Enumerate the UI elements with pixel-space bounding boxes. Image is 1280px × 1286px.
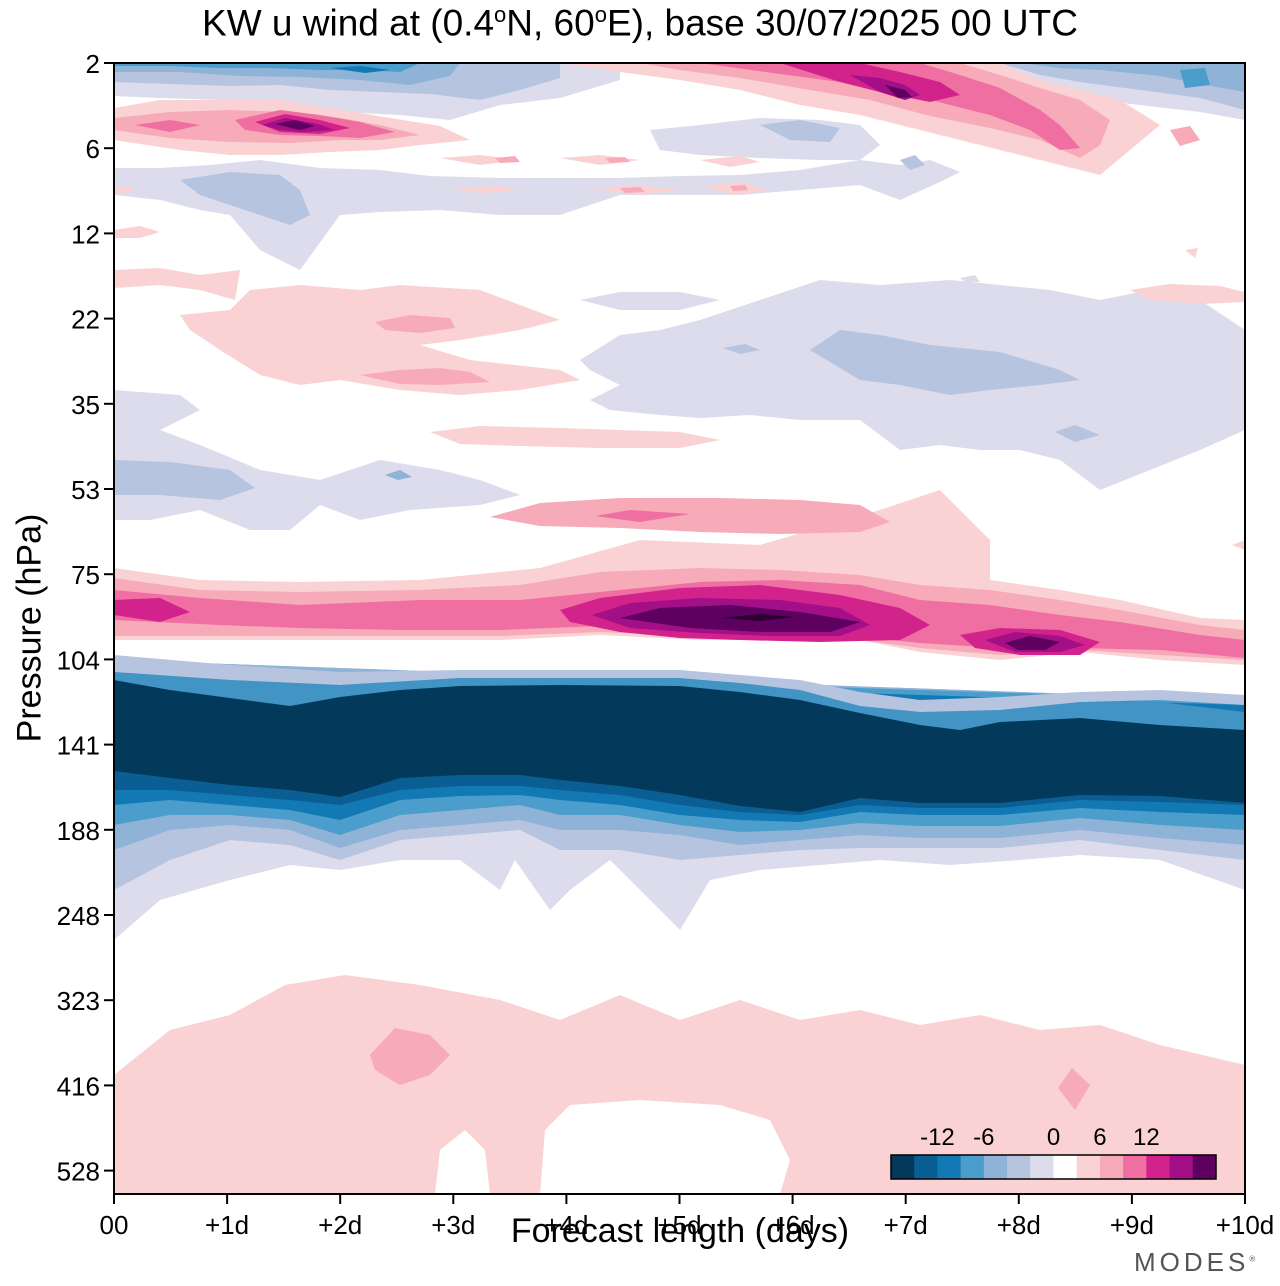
colorbar-swatch — [1192, 1155, 1217, 1179]
colorbar-swatch — [1030, 1155, 1054, 1179]
x-tick-label: 00 — [100, 1210, 129, 1240]
x-axis: 00 +1d +2d +3d +4d +5d +6d +7d +8d +9d +10d — [100, 1194, 1275, 1240]
contour-upper-east-d — [760, 120, 925, 170]
y-tick-label: 75 — [71, 560, 100, 590]
contour-mid-west-f — [1185, 248, 1198, 258]
x-tick-label: +7d — [884, 1210, 928, 1240]
colorbar: -12 -6 0 6 12 — [890, 1124, 1217, 1180]
colorbar-swatch — [1007, 1155, 1031, 1179]
x-axis-label: Forecast length (days) — [510, 1212, 850, 1250]
y-tick-label: 6 — [86, 134, 100, 164]
y-axis-label: Pressure (hPa) — [10, 513, 49, 743]
colorbar-swatch — [1123, 1155, 1147, 1179]
y-axis: 2 6 12 22 35 53 75 104 141 188 248 323 416 528 — [57, 49, 114, 1187]
colorbar-swatch — [1146, 1155, 1171, 1179]
contour-mid-east-e — [580, 275, 980, 310]
x-tick-label: +9d — [1110, 1210, 1154, 1240]
contour-lower-white-pocket-2 — [435, 1130, 490, 1194]
colorbar-label: 0 — [1047, 1124, 1060, 1151]
contour-mid-west-d — [1130, 284, 1245, 304]
colorbar-swatch — [1053, 1155, 1078, 1179]
contour-east-edge-2 — [114, 655, 1245, 712]
colorbar-label: 12 — [1133, 1124, 1160, 1151]
contour-east-core — [114, 680, 1245, 812]
contour-upper-jet-2 — [135, 63, 1080, 150]
y-tick-label: 104 — [57, 645, 100, 675]
contour-lower-pink-core-2 — [1058, 1068, 1090, 1110]
contour-mid-east-f — [810, 330, 1080, 395]
colorbar-label: -12 — [920, 1124, 955, 1151]
contour-field — [114, 63, 1245, 1194]
x-tick-label: +1d — [205, 1210, 249, 1240]
colorbar-swatch — [960, 1155, 985, 1179]
contour-mid-west-c — [430, 426, 720, 448]
x-tick-label: +4d — [544, 1210, 588, 1240]
y-tick-label: 2 — [86, 49, 100, 79]
contour-jet-max — [720, 614, 795, 621]
chart-title: KW u wind at (0.4oN, 60oE), base 30/07/2… — [202, 2, 1078, 44]
y-tick-label: 53 — [71, 475, 100, 505]
colorbar-label: 6 — [1093, 1124, 1106, 1151]
contour-jet-core — [620, 605, 1060, 650]
contour-mid-east-h — [723, 344, 760, 354]
colorbar-swatch — [1169, 1155, 1194, 1179]
contour-jet-upper-pink — [490, 498, 890, 534]
colorbar-label: -6 — [973, 1124, 994, 1151]
contour-jet-upper-core — [595, 510, 690, 522]
x-tick-label: +8d — [997, 1210, 1041, 1240]
contour-mid-east-c — [385, 470, 412, 480]
contour-pink-blip — [1232, 540, 1245, 550]
contour-east-edge-1 — [114, 672, 1245, 730]
colorbar-border — [890, 1154, 1217, 1180]
colorbar-swatch — [891, 1155, 915, 1179]
contour-lower-white-pocket — [540, 1100, 790, 1194]
x-tick-label: +2d — [318, 1210, 362, 1240]
modes-logo: MODES® — [1134, 1247, 1256, 1277]
colorbar-swatch — [1076, 1155, 1101, 1179]
contour-mid-east-g — [1055, 425, 1100, 442]
contour-mid-west-e — [360, 315, 490, 385]
y-tick-label: 323 — [57, 986, 100, 1016]
contour-mid-west-a — [180, 285, 580, 395]
x-tick-label: +5d — [657, 1210, 701, 1240]
y-tick-label: 248 — [57, 901, 100, 931]
contour-mid-east-b — [114, 460, 255, 500]
contour-upper-west-d — [114, 63, 1210, 88]
x-tick-label: +10d — [1216, 1210, 1275, 1240]
colorbar-swatch — [914, 1155, 938, 1179]
contour-upper-west-e — [330, 66, 390, 73]
y-tick-label: 528 — [57, 1157, 100, 1187]
colorbar-swatch — [937, 1155, 962, 1179]
y-tick-label: 12 — [71, 219, 100, 249]
y-tick-label: 35 — [71, 390, 100, 420]
x-tick-label: +3d — [431, 1210, 475, 1240]
y-tick-label: 188 — [57, 816, 100, 846]
y-tick-label: 22 — [71, 305, 100, 335]
colorbar-swatch — [1099, 1155, 1124, 1179]
contour-upper-east-b — [180, 172, 310, 225]
y-tick-label: 416 — [57, 1071, 100, 1101]
y-tick-label: 141 — [57, 731, 100, 761]
colorbar-swatch — [983, 1155, 1008, 1179]
contour-mid-west-b — [114, 226, 240, 300]
contour-lower-pink-core — [370, 1028, 450, 1085]
x-tick-label: +6d — [771, 1210, 815, 1240]
